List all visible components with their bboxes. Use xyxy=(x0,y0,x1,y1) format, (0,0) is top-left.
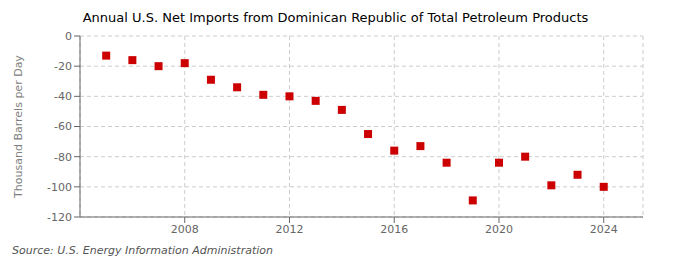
svg-text:2020: 2020 xyxy=(485,223,513,236)
svg-text:2008: 2008 xyxy=(171,223,199,236)
svg-text:-80: -80 xyxy=(54,151,72,164)
svg-text:2016: 2016 xyxy=(380,223,408,236)
svg-text:Thousand Barrels per Day: Thousand Barrels per Day xyxy=(12,55,25,199)
svg-text:-60: -60 xyxy=(54,120,72,133)
svg-text:2012: 2012 xyxy=(275,223,303,236)
svg-text:2024: 2024 xyxy=(590,223,618,236)
svg-text:-20: -20 xyxy=(54,60,72,73)
html-text:Annual U.S. Net Imports from D: Annual U.S. Net Imports from Dominican R… xyxy=(82,10,589,25)
svg-text:0: 0 xyxy=(65,30,72,43)
svg-text:-100: -100 xyxy=(47,181,72,194)
svg-text:-40: -40 xyxy=(54,90,72,103)
svg-text:-120: -120 xyxy=(47,211,72,224)
html-text:Source: U.S. Energy Informatio: Source: U.S. Energy Information Administ… xyxy=(12,244,273,257)
